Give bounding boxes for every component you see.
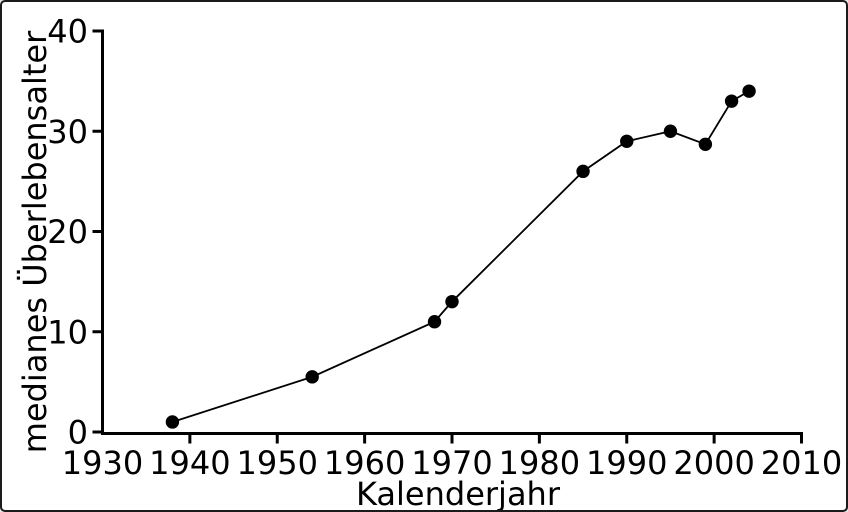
data-point — [427, 315, 442, 329]
data-point — [165, 415, 180, 429]
x-tick-label: 1940 — [149, 444, 230, 482]
data-series — [165, 84, 756, 429]
y-tick-label: 20 — [47, 213, 88, 251]
data-point — [724, 94, 739, 108]
data-point — [576, 164, 590, 179]
x-tick-label: 1980 — [499, 444, 580, 482]
data-point — [742, 84, 756, 98]
x-tick-label: 2000 — [673, 444, 754, 482]
y-tick-label: 10 — [47, 313, 88, 351]
x-tick-label: 1930 — [62, 444, 143, 482]
series-line — [172, 90, 750, 423]
data-point — [698, 137, 713, 151]
y-tick-label: 0 — [68, 414, 88, 452]
data-point — [305, 370, 319, 384]
x-tick-label: 1960 — [324, 444, 405, 482]
axes — [101, 29, 803, 435]
data-point — [445, 294, 459, 309]
y-tick-label: 40 — [47, 13, 88, 51]
data-point — [663, 124, 678, 138]
x-tick-label: 1970 — [411, 444, 492, 482]
y-tick-label: 30 — [47, 113, 88, 151]
x-axis-label: Kalenderjahr — [356, 475, 561, 512]
x-tick-label: 1990 — [586, 444, 667, 482]
data-point — [620, 134, 634, 148]
x-tick-label: 1950 — [237, 444, 318, 482]
x-tick-label: 2010 — [761, 444, 842, 482]
y-axis-label: medianes Überlebensalter — [16, 30, 54, 453]
tick-marks-and-labels: 1930 1940 1950 1960 1970 1980 1990 2000 2010 0 10 2… — [47, 13, 842, 483]
